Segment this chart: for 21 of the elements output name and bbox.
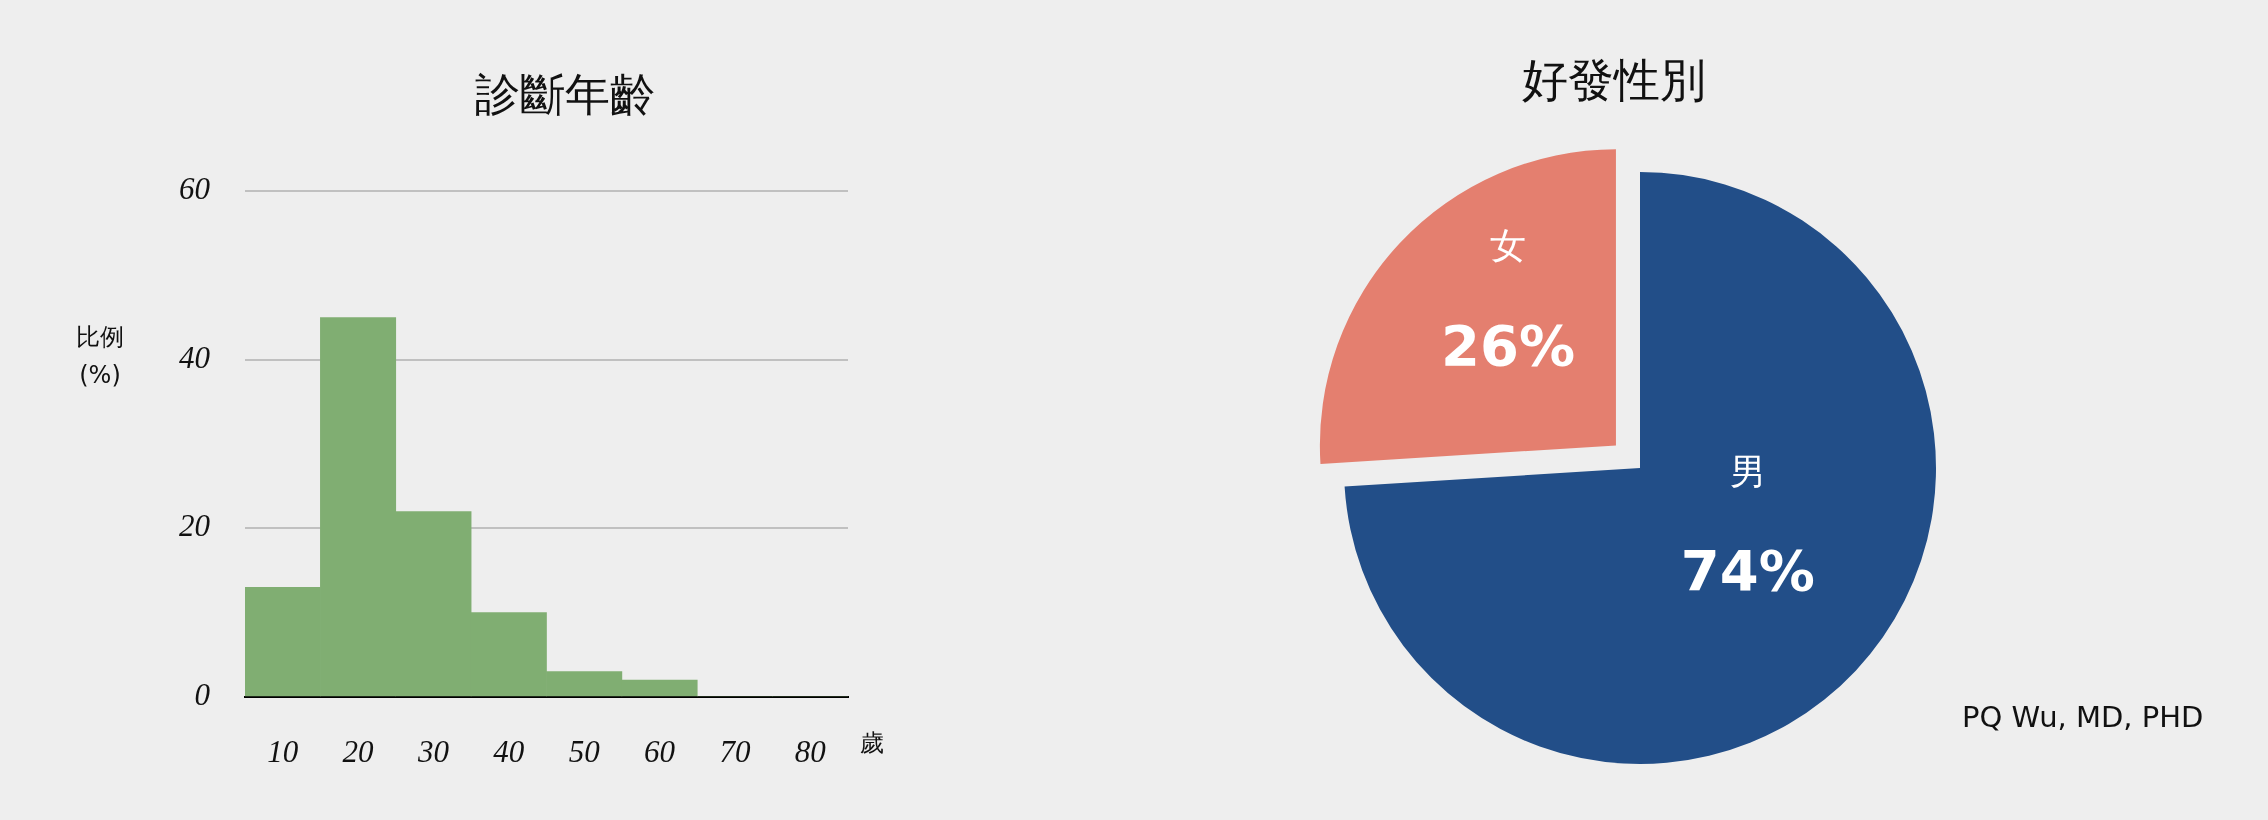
y-axis-title: 比例 (%) bbox=[75, 321, 125, 391]
chart-title: 診斷年齡 bbox=[475, 68, 655, 122]
x-tick-label: 20 bbox=[342, 733, 375, 769]
x-tick-label: 50 bbox=[568, 733, 601, 769]
x-tick-label: 40 bbox=[493, 733, 525, 769]
data-label: 26% bbox=[1441, 312, 1576, 378]
y-tick-label: 60 bbox=[179, 171, 211, 207]
y-tick-label: 40 bbox=[179, 339, 211, 375]
slice-label: 男 bbox=[1729, 450, 1766, 492]
x-tick-label: 70 bbox=[719, 733, 751, 769]
slice-label: 女 bbox=[1490, 225, 1527, 267]
x-tick-label: 80 bbox=[794, 733, 827, 769]
y-tick-label: 20 bbox=[179, 508, 211, 544]
chart-title: 好發性別 bbox=[1522, 53, 1706, 109]
x-tick-label: 10 bbox=[267, 733, 299, 769]
x-tick-label: 60 bbox=[644, 733, 676, 769]
x-axis-title: 歲 bbox=[860, 728, 884, 758]
text: PQ Wu, MD, PHD bbox=[1962, 699, 2204, 735]
data-label: 74% bbox=[1680, 537, 1815, 603]
x-tick-label: 30 bbox=[416, 733, 450, 769]
y-tick-label: 0 bbox=[194, 677, 211, 713]
